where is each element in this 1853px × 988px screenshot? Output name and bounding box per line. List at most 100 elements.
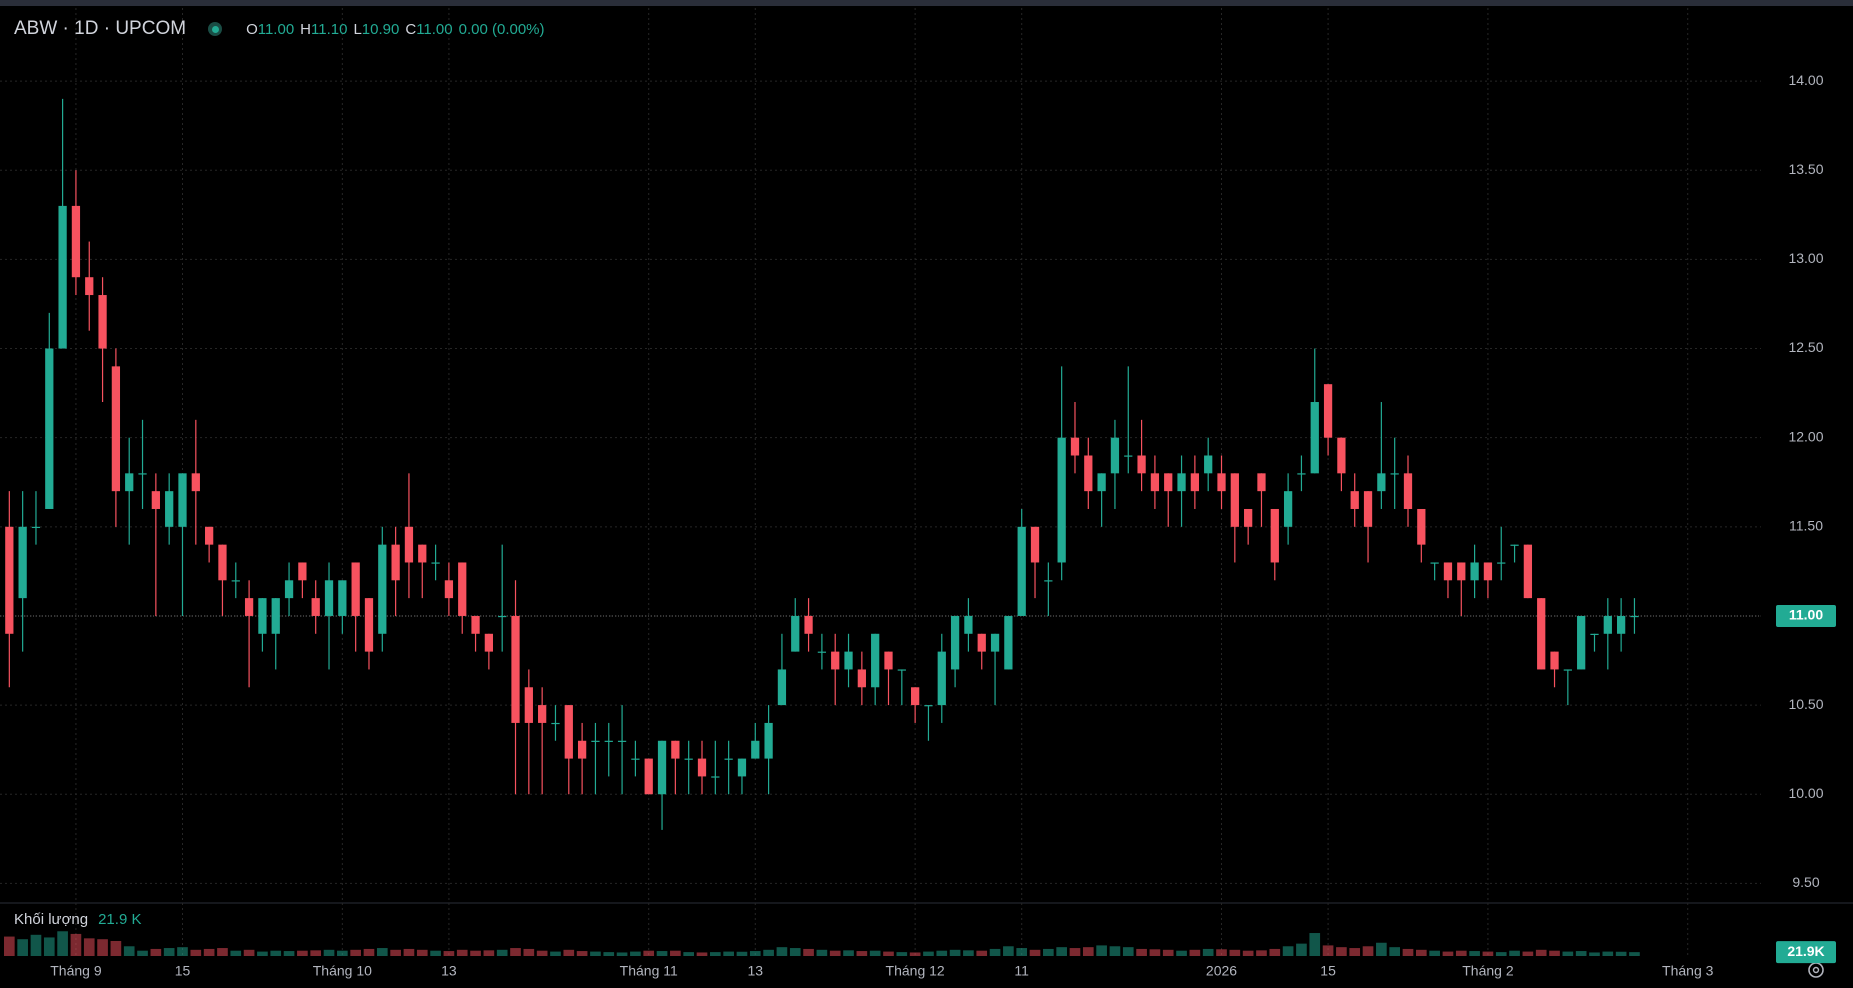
y-tick-label: 12.50 (1788, 339, 1823, 355)
candle-body (418, 544, 427, 563)
volume-bar (670, 950, 681, 956)
candle-body (1070, 437, 1080, 456)
volume-bar (1122, 947, 1134, 956)
volume-bar (643, 950, 655, 956)
volume-bar (150, 948, 162, 956)
candle-body (45, 348, 54, 509)
candle-body (577, 740, 587, 759)
volume-bar (1402, 948, 1414, 956)
candle-body (1417, 508, 1426, 545)
volume-bar (603, 952, 615, 956)
volume-bar (1096, 945, 1107, 956)
volume-bar (696, 952, 708, 956)
volume-badge-label: 21.9K (1787, 943, 1824, 959)
candle-body (684, 758, 693, 760)
settings-button[interactable] (1808, 962, 1824, 978)
volume-bar (1229, 949, 1241, 956)
volume-bar (416, 949, 428, 956)
volume-bar (869, 950, 881, 956)
volume-bar (856, 951, 868, 956)
candle-body (1443, 562, 1453, 581)
candle-body (1017, 526, 1026, 616)
volume-bar (1029, 949, 1041, 956)
volume-bar (883, 951, 894, 956)
candle-body (724, 758, 733, 760)
candle-body (58, 205, 67, 349)
candle-body (697, 758, 707, 777)
candle-body (498, 615, 507, 618)
volume-badge (1776, 941, 1836, 964)
volume-bar (1589, 952, 1600, 956)
volume-bar (1376, 942, 1387, 956)
candle-body (884, 651, 893, 670)
candle-body (298, 562, 307, 581)
candle-body (458, 562, 467, 616)
candle-body (990, 633, 1000, 652)
volume-bar (1415, 949, 1427, 956)
volume-bar (1602, 951, 1614, 956)
volume-bar (1136, 948, 1147, 956)
volume-bar (976, 950, 988, 956)
volume-bar (1509, 950, 1520, 956)
volume-bar (257, 951, 268, 956)
candle-body (364, 598, 374, 652)
x-tick-label: 13 (747, 963, 763, 979)
candle-body (911, 687, 920, 706)
volume-bar (283, 951, 295, 956)
volume-bar (1149, 949, 1161, 956)
candle-body (1577, 615, 1586, 670)
volume-bar (550, 951, 561, 956)
candle-body (1603, 615, 1612, 634)
volume-bar (776, 947, 788, 956)
volume-header: Khối lượng 21.9 K (14, 911, 141, 928)
volume-bar (390, 949, 401, 956)
volume-bar (576, 951, 588, 956)
volume-bar (297, 950, 308, 956)
volume-bar (310, 950, 322, 956)
volume-bar (616, 952, 628, 956)
candle-body (831, 651, 840, 670)
volume-bar (97, 939, 108, 956)
candle-body (791, 615, 800, 652)
candle-body (244, 598, 254, 616)
candle-body (538, 705, 547, 723)
candle-body (644, 758, 653, 795)
candle-body (617, 740, 627, 742)
volume-bar (337, 950, 348, 956)
candle-body (1217, 473, 1226, 492)
candle-body (1630, 615, 1639, 618)
volume-bar (1575, 951, 1587, 956)
candle-body (271, 598, 280, 634)
market-status[interactable] (208, 22, 223, 36)
volume-bar (803, 948, 814, 956)
volume-bar (1016, 948, 1028, 956)
volume-bar (949, 949, 961, 956)
candle-body (1044, 580, 1053, 582)
volume-bar (1336, 947, 1347, 956)
candle-body (138, 473, 147, 475)
x-tick-label: Tháng 10 (313, 963, 372, 979)
candle-body (751, 740, 760, 759)
volume-bar (1162, 949, 1174, 956)
candle-body (1537, 598, 1546, 670)
volume-bar (443, 951, 455, 956)
candle-body (764, 722, 773, 759)
candle-body (324, 580, 334, 616)
candle-body (1457, 562, 1466, 581)
grid (0, 8, 1761, 956)
candle-body (5, 526, 14, 634)
volume-bar (723, 951, 734, 956)
volume-bar (1429, 950, 1440, 956)
volume-bar (230, 950, 242, 956)
candle-body (950, 615, 960, 670)
candle-body (711, 776, 720, 778)
candle-body (1403, 473, 1413, 509)
volume-bar (536, 950, 548, 956)
candle-body (1297, 473, 1306, 475)
volume-bar (1309, 933, 1321, 956)
volume-bar (1322, 945, 1334, 956)
x-tick-label: 15 (175, 963, 191, 979)
candle-body (1204, 455, 1213, 474)
